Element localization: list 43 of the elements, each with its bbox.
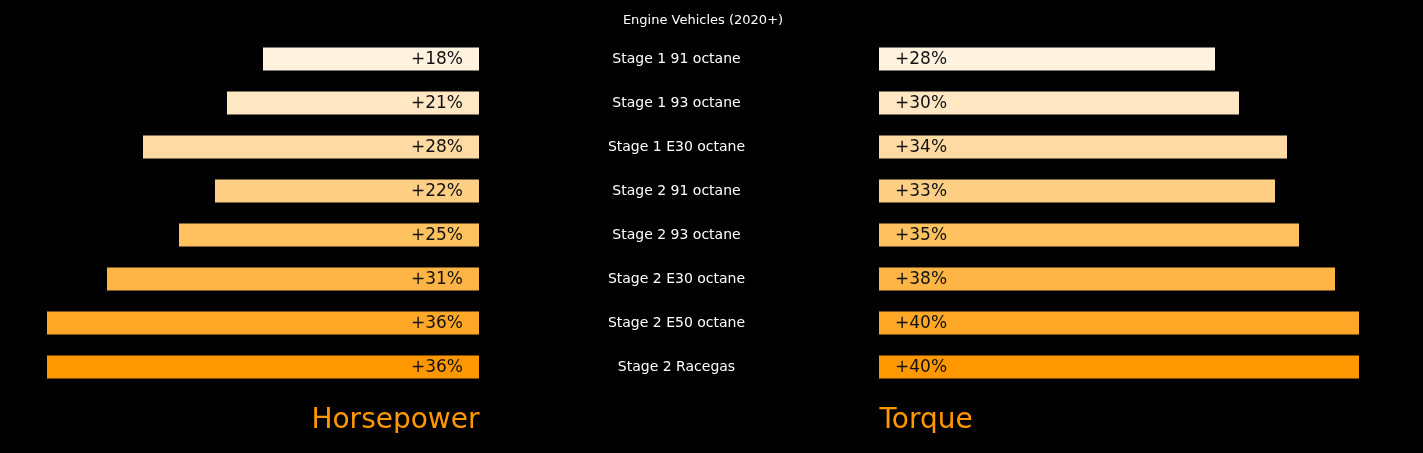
bar bbox=[215, 179, 479, 203]
data-label: +28% bbox=[410, 136, 463, 156]
bar bbox=[47, 311, 479, 335]
bar bbox=[143, 135, 479, 159]
bar bbox=[879, 223, 1299, 247]
bar bbox=[879, 355, 1359, 379]
y-tick-label: Stage 1 93 octane bbox=[612, 94, 741, 110]
y-tick-label: Stage 1 E30 octane bbox=[607, 138, 746, 154]
bar bbox=[47, 355, 479, 379]
bar bbox=[879, 311, 1359, 335]
y-tick-label: Stage 1 91 octane bbox=[612, 50, 741, 66]
y-tick-label: Stage 2 Racegas bbox=[617, 358, 736, 374]
x-axis-title: Horsepower bbox=[311, 401, 480, 435]
data-label: +21% bbox=[410, 92, 463, 112]
data-label: +36% bbox=[410, 312, 463, 332]
data-label: +31% bbox=[410, 268, 463, 288]
bar bbox=[879, 267, 1335, 291]
bar bbox=[179, 223, 479, 247]
bar bbox=[879, 179, 1275, 203]
y-tick-label: Stage 2 E50 octane bbox=[607, 314, 746, 330]
data-label: +36% bbox=[410, 356, 463, 376]
data-label: +34% bbox=[895, 136, 948, 156]
bar bbox=[263, 47, 479, 71]
y-tick-label: Stage 2 E30 octane bbox=[607, 270, 746, 286]
text: Engine Vehicles (2020+) bbox=[622, 12, 784, 27]
data-label: +22% bbox=[410, 180, 463, 200]
data-label: +28% bbox=[895, 48, 948, 68]
bar bbox=[227, 91, 479, 115]
data-label: +38% bbox=[895, 268, 948, 288]
data-label: +30% bbox=[895, 92, 948, 112]
bar bbox=[879, 47, 1215, 71]
y-tick-label: Stage 2 93 octane bbox=[612, 226, 741, 242]
bar bbox=[107, 267, 479, 291]
y-tick-label: Stage 2 91 octane bbox=[612, 182, 741, 198]
x-axis-title: Torque bbox=[878, 401, 973, 435]
data-label: +33% bbox=[895, 180, 948, 200]
bar bbox=[879, 135, 1287, 159]
data-label: +40% bbox=[895, 312, 948, 332]
data-label: +25% bbox=[410, 224, 463, 244]
data-label: +18% bbox=[410, 48, 463, 68]
data-label: +35% bbox=[895, 224, 948, 244]
data-label: +40% bbox=[895, 356, 948, 376]
bar bbox=[879, 91, 1239, 115]
